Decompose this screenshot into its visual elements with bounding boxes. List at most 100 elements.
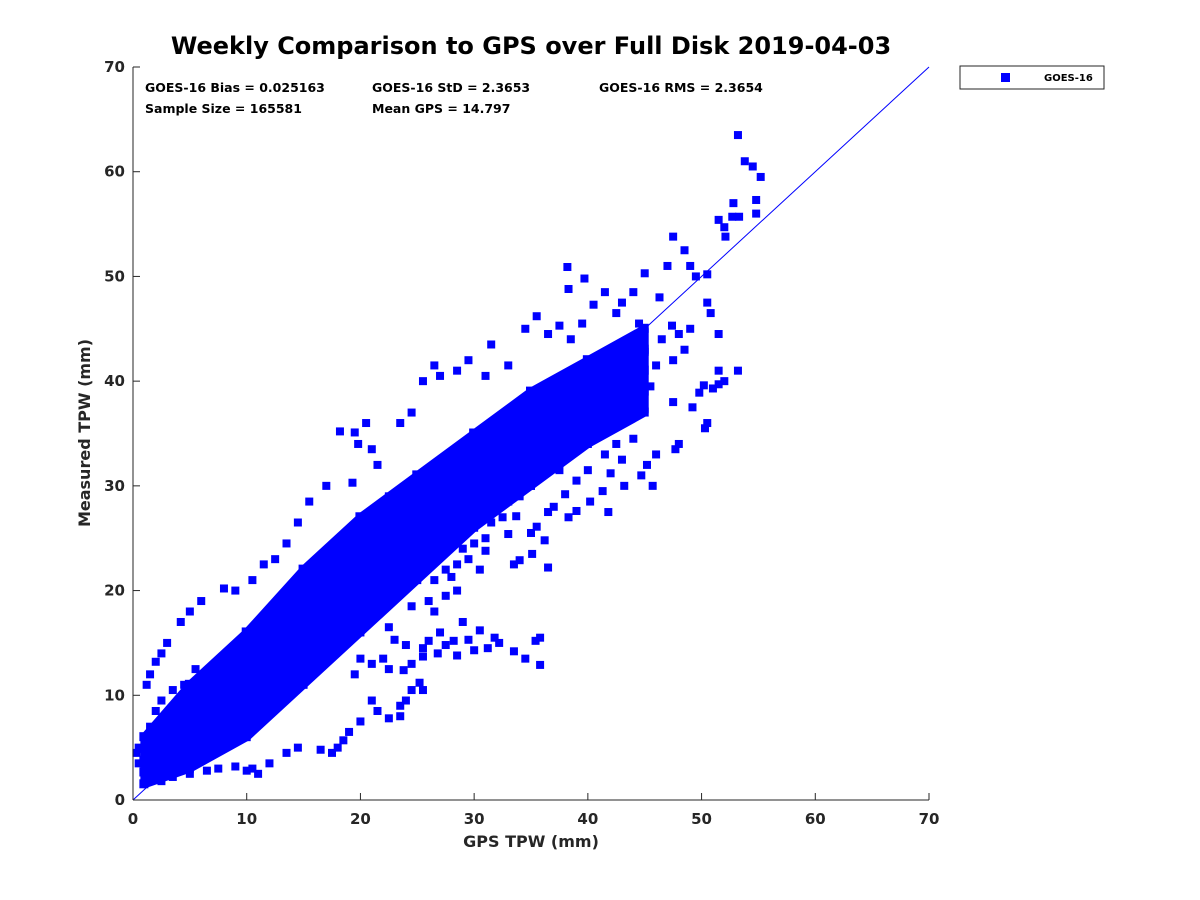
data-point-band xyxy=(526,457,535,467)
data-point xyxy=(407,659,416,668)
data-point xyxy=(720,223,729,232)
data-point xyxy=(140,764,149,773)
data-point xyxy=(691,272,700,281)
data-point xyxy=(680,246,689,255)
data-point xyxy=(680,345,689,354)
data-point xyxy=(335,427,344,436)
data-point xyxy=(418,686,427,695)
data-point xyxy=(134,743,143,752)
data-point xyxy=(504,530,513,539)
data-marks xyxy=(132,131,765,789)
data-point xyxy=(669,232,678,241)
data-point xyxy=(384,492,393,501)
x-tick-label: 30 xyxy=(464,810,485,828)
data-point xyxy=(157,777,166,786)
data-point-band xyxy=(469,522,479,532)
data-point xyxy=(674,330,683,339)
data-point xyxy=(612,309,621,318)
data-point xyxy=(146,722,155,731)
data-point xyxy=(686,324,695,333)
data-point xyxy=(564,284,573,293)
data-point xyxy=(532,312,541,321)
data-point xyxy=(752,195,761,204)
data-point xyxy=(168,686,177,695)
data-point xyxy=(254,769,263,778)
data-point xyxy=(453,651,462,660)
data-point xyxy=(441,591,450,600)
data-point-band xyxy=(355,569,365,579)
data-point-band xyxy=(639,365,649,375)
data-point-band xyxy=(469,499,479,509)
data-point xyxy=(464,635,473,644)
y-tick-label: 0 xyxy=(115,791,125,809)
data-point xyxy=(418,652,427,661)
data-point xyxy=(242,766,251,775)
data-point xyxy=(512,512,521,521)
data-point xyxy=(756,172,765,181)
data-point xyxy=(752,209,761,218)
data-point xyxy=(464,356,473,365)
data-point xyxy=(248,764,257,773)
y-tick-label: 30 xyxy=(104,477,125,495)
data-point xyxy=(458,617,467,626)
data-point xyxy=(606,469,615,478)
data-point xyxy=(146,775,155,784)
data-point xyxy=(504,361,513,370)
data-point xyxy=(598,487,607,496)
data-point xyxy=(561,490,570,499)
data-point xyxy=(282,748,291,757)
data-point xyxy=(151,706,160,715)
data-point xyxy=(367,445,376,454)
data-point xyxy=(686,261,695,270)
data-point xyxy=(566,335,575,344)
data-point xyxy=(356,717,365,726)
data-point xyxy=(586,497,595,506)
data-point xyxy=(151,769,160,778)
data-point xyxy=(527,528,535,537)
data-point xyxy=(396,701,405,710)
data-point xyxy=(197,597,206,606)
data-point-band xyxy=(412,470,422,480)
data-point xyxy=(407,602,416,611)
data-point xyxy=(583,466,592,475)
y-tick-label: 20 xyxy=(104,582,125,600)
data-point xyxy=(735,212,744,221)
data-point xyxy=(436,371,445,380)
data-point xyxy=(191,665,200,674)
stat-mean-gps: Mean GPS = 14.797 xyxy=(372,101,510,116)
data-point xyxy=(407,686,416,695)
data-point xyxy=(384,665,393,674)
data-point xyxy=(515,492,524,501)
x-axis-label: GPS TPW (mm) xyxy=(463,832,599,851)
data-point-band xyxy=(355,598,365,608)
data-point-band xyxy=(469,428,479,438)
data-point xyxy=(396,712,405,721)
legend-marker-square-icon xyxy=(1001,73,1010,82)
data-point-band xyxy=(412,575,422,585)
data-point xyxy=(345,727,354,736)
data-point-band xyxy=(639,323,649,333)
data-point xyxy=(185,607,194,616)
data-point xyxy=(563,263,572,272)
y-tick-label: 70 xyxy=(104,58,125,76)
y-tick-label: 60 xyxy=(104,163,125,181)
data-point xyxy=(415,678,424,687)
data-point xyxy=(401,696,410,705)
data-point xyxy=(481,371,490,380)
data-point xyxy=(140,733,149,742)
data-point xyxy=(449,636,458,645)
data-point xyxy=(600,288,609,297)
data-point xyxy=(648,481,657,490)
data-point xyxy=(458,544,467,553)
x-tick-label: 70 xyxy=(919,810,940,828)
data-point xyxy=(703,419,712,428)
data-point xyxy=(185,769,194,778)
data-point xyxy=(464,555,473,564)
chart-title: Weekly Comparison to GPS over Full Disk … xyxy=(171,32,891,60)
data-point xyxy=(629,434,638,443)
data-point-band xyxy=(582,355,592,365)
data-point-band xyxy=(298,564,308,574)
data-point-band xyxy=(526,410,535,420)
data-point xyxy=(333,743,342,752)
data-point xyxy=(151,657,160,666)
